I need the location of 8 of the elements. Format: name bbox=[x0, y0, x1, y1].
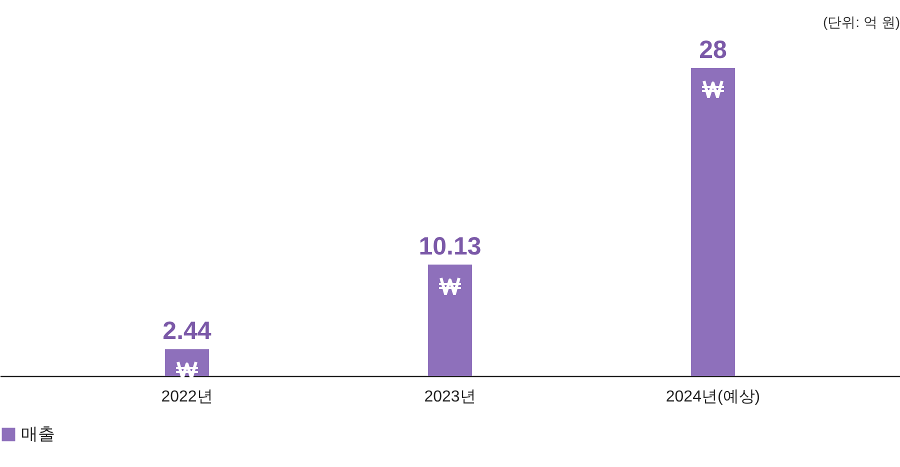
data-label: 10.13 bbox=[418, 232, 482, 261]
data-label: 28 bbox=[699, 36, 727, 64]
x-tick-label: 2023년 bbox=[424, 388, 476, 406]
x-tick-label: 2024년(예상) bbox=[666, 388, 760, 406]
text: (단위: 억 원) bbox=[823, 14, 900, 30]
data-label: 2.44 bbox=[162, 317, 212, 346]
x-tick-label: 2022년 bbox=[161, 388, 213, 406]
legend-label: 매출 bbox=[21, 424, 55, 444]
